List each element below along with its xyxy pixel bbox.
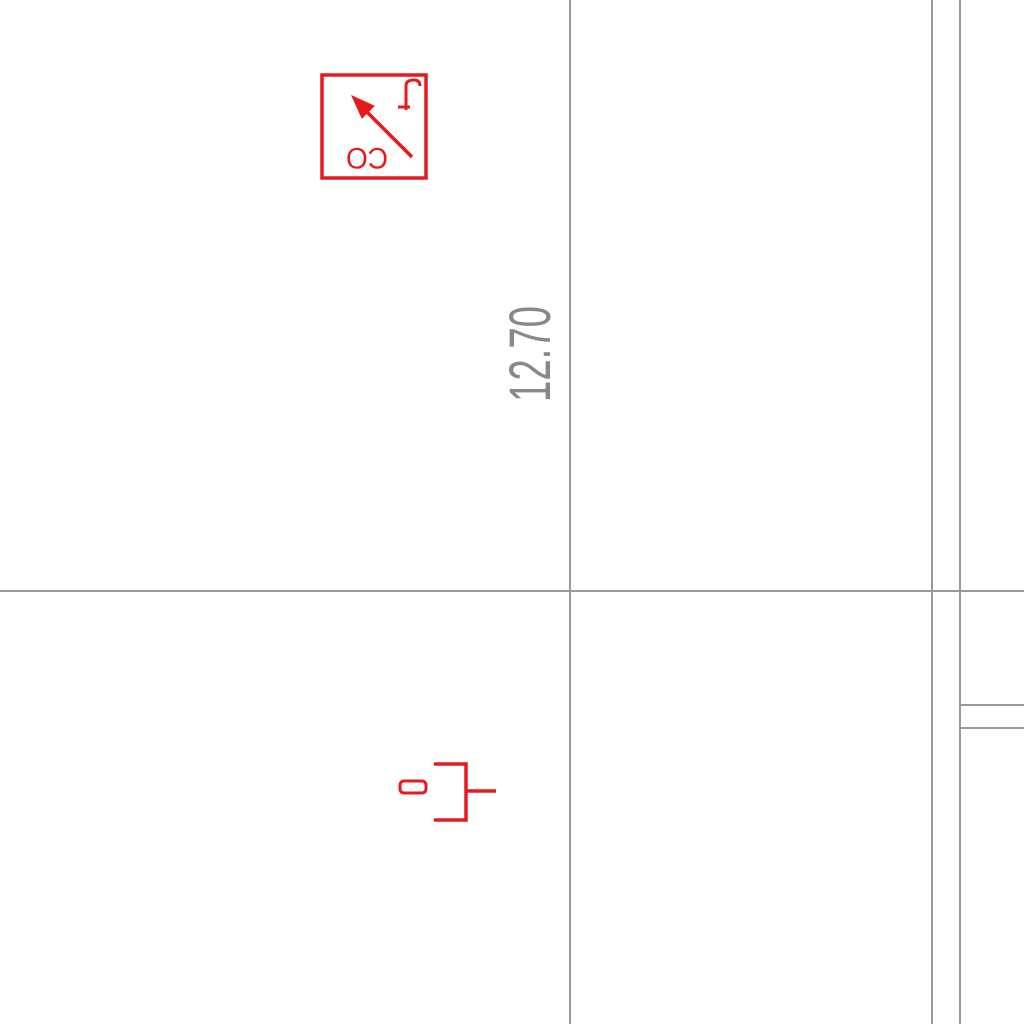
- detector-label: CO: [346, 141, 388, 174]
- detector-arrow-head: [350, 94, 375, 119]
- detector-arrow-shaft: [358, 103, 414, 159]
- detector-hook: [404, 78, 422, 110]
- outlet-slot: [398, 779, 428, 795]
- dimension-label: 12.70: [498, 306, 563, 402]
- detector-frame: [320, 73, 428, 180]
- outlet-icon: [398, 762, 496, 822]
- outlet-bracket: [434, 762, 468, 822]
- carbon-monoxide-detector-icon: CO: [320, 73, 428, 180]
